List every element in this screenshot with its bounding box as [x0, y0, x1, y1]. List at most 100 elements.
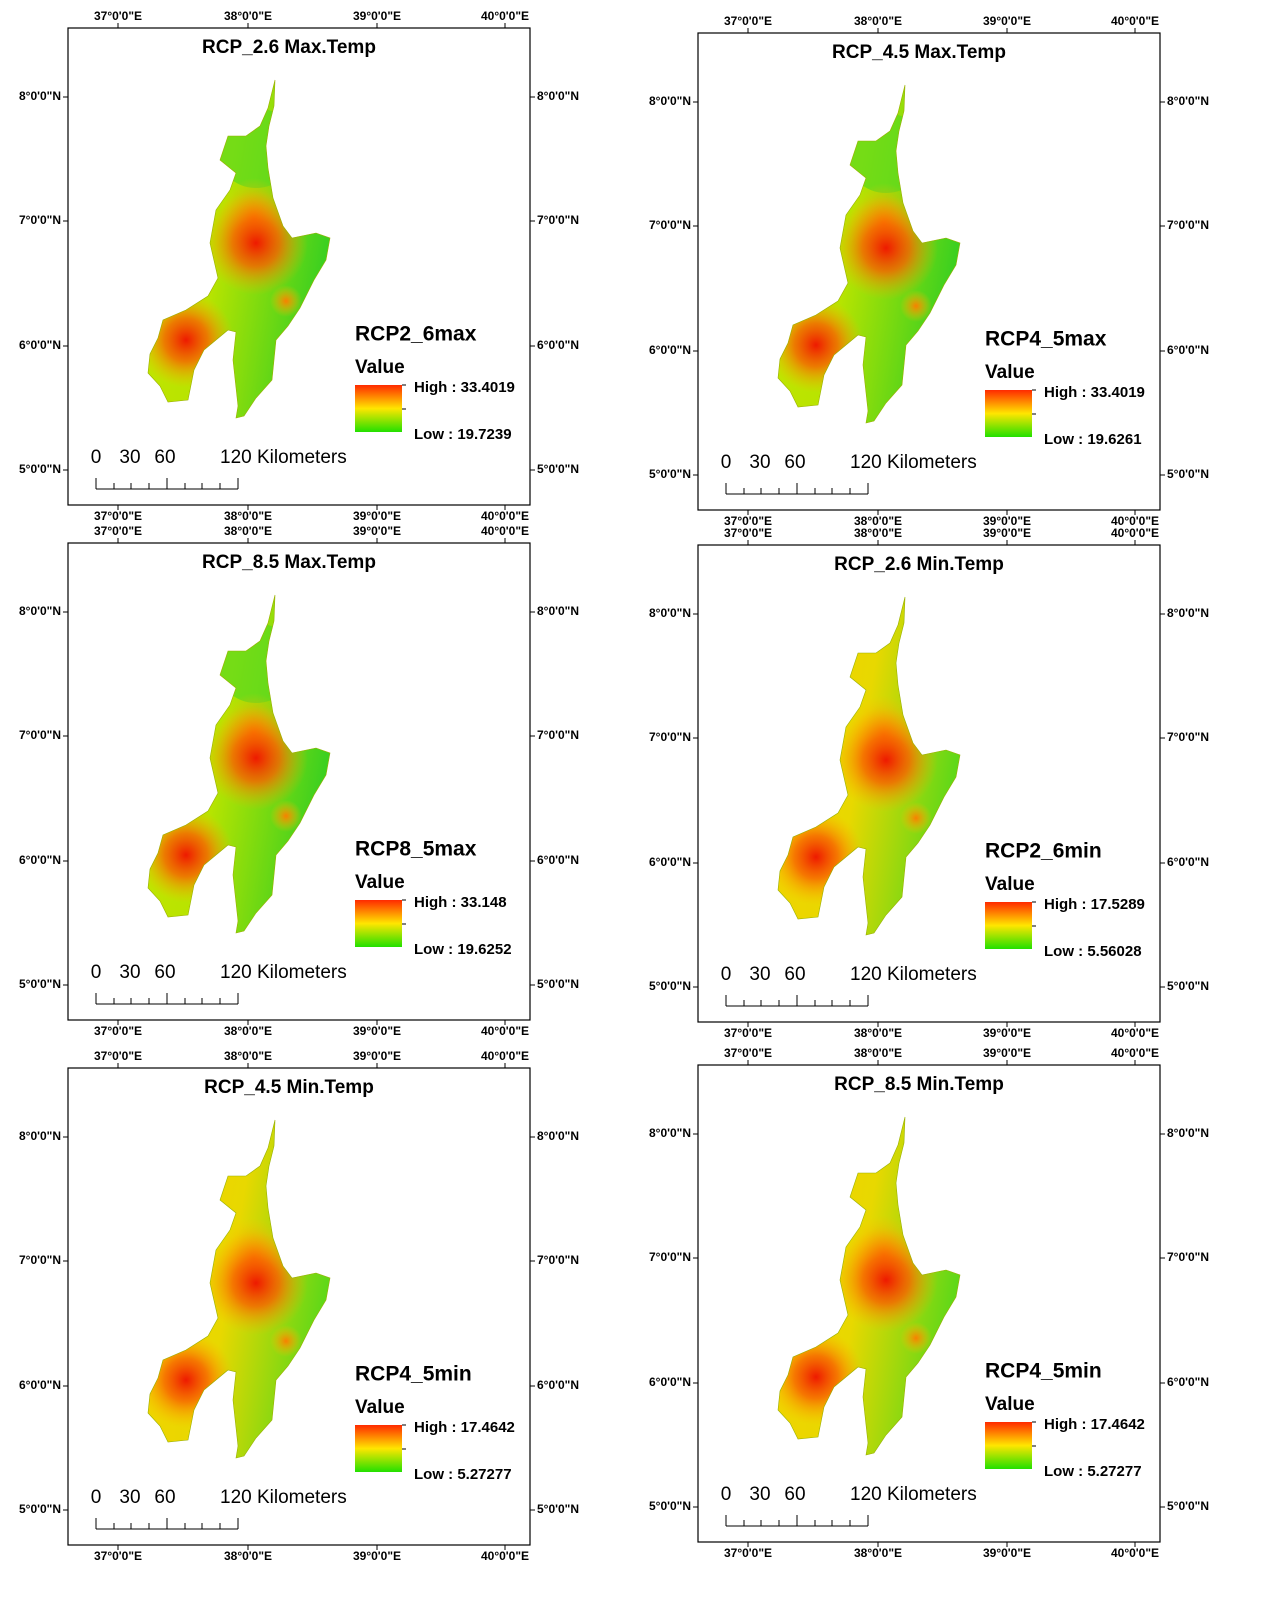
- lon-label: 37°0'0"E: [94, 524, 142, 538]
- warm-spot: [900, 290, 932, 322]
- lat-label: 7°0'0"N: [537, 728, 579, 742]
- study-area: [778, 597, 960, 935]
- lat-label: 6°0'0"N: [649, 855, 691, 869]
- map-panel: RCP_4.5 Min.Temp 8°0'0"N 8°0'0"N 7°0'0"N 7°0…: [19, 1049, 579, 1563]
- lon-label: 38°0'0"E: [224, 524, 272, 538]
- lat-label: 5°0'0"N: [1167, 467, 1209, 481]
- legend-low: Low : 5.27277: [1044, 1463, 1142, 1480]
- lat-label: 5°0'0"N: [537, 1502, 579, 1516]
- hot-spot: [778, 297, 864, 393]
- hot-spot: [148, 807, 234, 903]
- legend-low: Low : 19.6252: [414, 941, 512, 958]
- scale-label: 120 Kilometers: [220, 1487, 347, 1508]
- scale-label: 120 Kilometers: [850, 1484, 977, 1505]
- lon-label: 39°0'0"E: [353, 1549, 401, 1563]
- hot-spot: [834, 708, 938, 812]
- scale-label: 30: [119, 962, 140, 983]
- study-area: [778, 1117, 960, 1455]
- lon-label: 39°0'0"E: [983, 1046, 1031, 1060]
- lon-label: 38°0'0"E: [224, 509, 272, 523]
- lat-label: 6°0'0"N: [537, 1378, 579, 1392]
- legend-ramp: [985, 390, 1032, 437]
- lat-label: 8°0'0"N: [1167, 1126, 1209, 1140]
- lon-label: 40°0'0"E: [481, 524, 529, 538]
- scale-label: 120 Kilometers: [220, 447, 347, 468]
- cool-north: [216, 108, 296, 188]
- hot-spot: [148, 292, 234, 388]
- lon-label: 40°0'0"E: [1111, 1026, 1159, 1040]
- lat-label: 7°0'0"N: [649, 1250, 691, 1264]
- lon-label: 40°0'0"E: [1111, 14, 1159, 28]
- legend-high: High : 33.148: [414, 894, 507, 911]
- lat-label: 6°0'0"N: [19, 853, 61, 867]
- scale-label: 120 Kilometers: [220, 962, 347, 983]
- lon-label: 38°0'0"E: [854, 526, 902, 540]
- legend-high: High : 17.4642: [414, 1419, 515, 1436]
- lat-label: 7°0'0"N: [537, 1253, 579, 1267]
- lon-label: 40°0'0"E: [1111, 1046, 1159, 1060]
- legend-low: Low : 19.7239: [414, 426, 512, 443]
- map-panel: RCP_2.6 Max.Temp 8°0'0"N 8°0'0"N 7°0'0"N 7°0…: [19, 9, 579, 523]
- lat-label: 7°0'0"N: [537, 213, 579, 227]
- lat-label: 7°0'0"N: [1167, 1250, 1209, 1264]
- lon-label: 39°0'0"E: [983, 526, 1031, 540]
- legend-ramp: [355, 385, 402, 432]
- scale-label: 60: [784, 1484, 805, 1505]
- lon-label: 39°0'0"E: [353, 1024, 401, 1038]
- panel-frame: [697, 544, 1161, 1023]
- lon-label: 39°0'0"E: [353, 9, 401, 23]
- legend-field: Value: [355, 872, 405, 893]
- lon-label: 37°0'0"E: [94, 9, 142, 23]
- lat-label: 6°0'0"N: [19, 338, 61, 352]
- lat-label: 8°0'0"N: [537, 89, 579, 103]
- lat-label: 5°0'0"N: [19, 462, 61, 476]
- lon-label: 40°0'0"E: [481, 509, 529, 523]
- lon-label: 40°0'0"E: [481, 1549, 529, 1563]
- panel-title: RCP_2.6 Min.Temp: [834, 554, 1004, 575]
- scale-label: 60: [154, 447, 175, 468]
- hot-spot: [204, 191, 308, 295]
- lon-label: 40°0'0"E: [481, 1049, 529, 1063]
- area-outline: [147, 594, 331, 934]
- lat-label: 8°0'0"N: [649, 94, 691, 108]
- lat-label: 5°0'0"N: [649, 467, 691, 481]
- lon-label: 39°0'0"E: [353, 524, 401, 538]
- warm-spot: [900, 802, 932, 834]
- scale-label: 30: [749, 452, 770, 473]
- scale-label: 60: [154, 962, 175, 983]
- legend-ramp: [355, 1425, 402, 1472]
- legend-field: Value: [985, 362, 1035, 383]
- scale-label: 0: [91, 447, 102, 468]
- scale-label: 60: [784, 964, 805, 985]
- scale-label: 30: [749, 1484, 770, 1505]
- lon-label: 40°0'0"E: [1111, 526, 1159, 540]
- area-outline: [147, 79, 331, 419]
- hot-spot: [204, 706, 308, 810]
- lon-label: 37°0'0"E: [724, 514, 772, 528]
- lat-label: 5°0'0"N: [1167, 979, 1209, 993]
- map-panel: RCP_2.6 Min.Temp 8°0'0"N 8°0'0"N 7°0'0"N 7°0…: [649, 526, 1209, 1040]
- scale-label: 0: [721, 1484, 732, 1505]
- panel-frame: [697, 1064, 1161, 1543]
- lat-label: 6°0'0"N: [537, 338, 579, 352]
- area-outline: [777, 596, 961, 936]
- panel-title: RCP_2.6 Max.Temp: [202, 37, 376, 58]
- panel-frame: [67, 1067, 531, 1546]
- hot-spot: [778, 1329, 864, 1425]
- lat-label: 5°0'0"N: [1167, 1499, 1209, 1513]
- panel-frame: [67, 542, 531, 1021]
- lon-label: 37°0'0"E: [94, 1049, 142, 1063]
- area-outline: [777, 1116, 961, 1456]
- lat-label: 5°0'0"N: [537, 462, 579, 476]
- lat-label: 8°0'0"N: [19, 89, 61, 103]
- legend-field: Value: [355, 357, 405, 378]
- legend-low: Low : 5.56028: [1044, 943, 1142, 960]
- lat-label: 8°0'0"N: [19, 1129, 61, 1143]
- lon-label: 39°0'0"E: [353, 1049, 401, 1063]
- map-panel: RCP_4.5 Max.Temp 8°0'0"N 8°0'0"N 7°0'0"N 7°0…: [649, 14, 1209, 528]
- lon-label: 38°0'0"E: [854, 1546, 902, 1560]
- lat-label: 7°0'0"N: [1167, 218, 1209, 232]
- panel-frame: [67, 27, 531, 506]
- legend-high: High : 17.5289: [1044, 896, 1145, 913]
- scale-label: 120 Kilometers: [850, 452, 977, 473]
